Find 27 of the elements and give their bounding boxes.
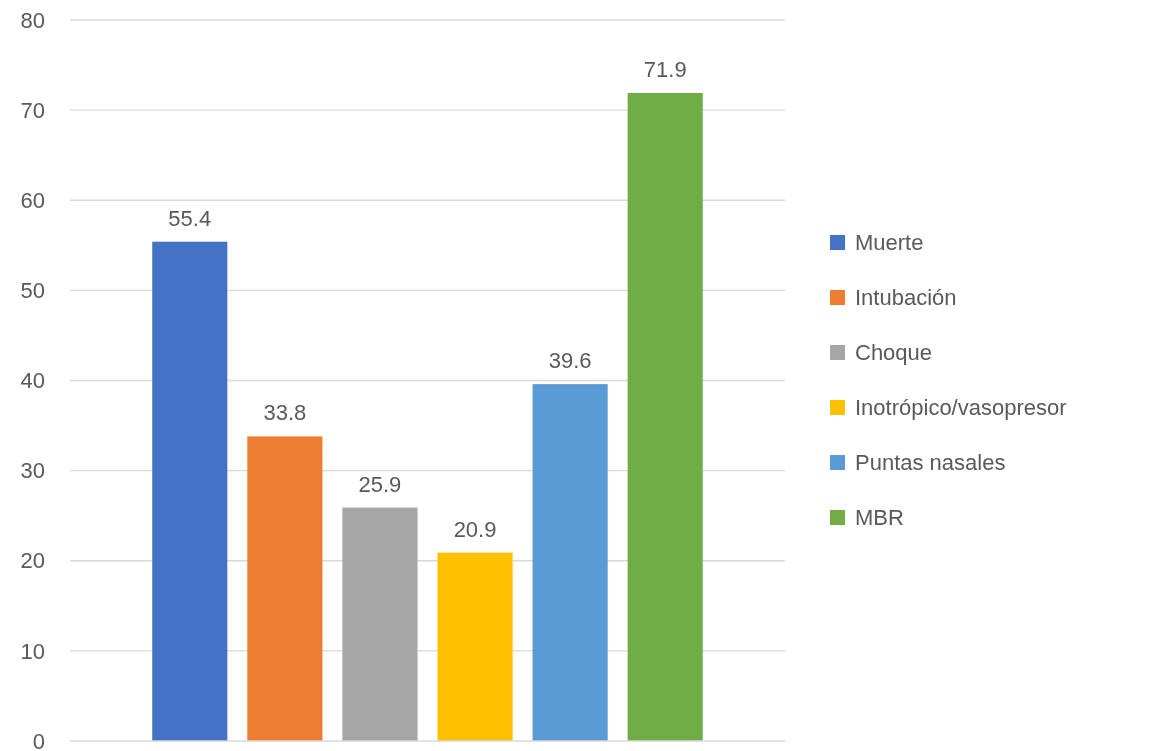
legend-label: Inotrópico/vasopresor xyxy=(855,394,1067,420)
bar xyxy=(152,241,228,741)
y-tick-label: 30 xyxy=(20,458,45,484)
y-tick-label: 80 xyxy=(20,7,45,33)
data-label: 55.4 xyxy=(168,205,212,231)
y-tick-label: 10 xyxy=(20,638,45,664)
bar xyxy=(342,507,418,741)
legend-label: Choque xyxy=(855,339,933,365)
y-tick-label: 20 xyxy=(20,548,45,574)
bar xyxy=(532,384,608,741)
y-tick-label: 70 xyxy=(20,97,45,123)
data-label: 25.9 xyxy=(358,471,402,497)
y-tick-label: 60 xyxy=(20,187,45,213)
bar xyxy=(247,436,323,741)
legend-label: Intubación xyxy=(855,284,957,310)
data-label: 39.6 xyxy=(548,348,592,374)
legend-label: MBR xyxy=(855,504,904,530)
y-tick-label: 0 xyxy=(32,728,45,751)
y-tick-label: 40 xyxy=(20,368,45,394)
data-label: 33.8 xyxy=(263,400,307,426)
legend-label: Puntas nasales xyxy=(855,449,1006,475)
data-label: 71.9 xyxy=(643,57,687,82)
bar xyxy=(627,93,703,741)
legend-label: Muerte xyxy=(855,229,924,255)
y-tick-label: 50 xyxy=(20,278,45,304)
data-label: 20.9 xyxy=(453,516,497,542)
bar xyxy=(437,552,513,741)
